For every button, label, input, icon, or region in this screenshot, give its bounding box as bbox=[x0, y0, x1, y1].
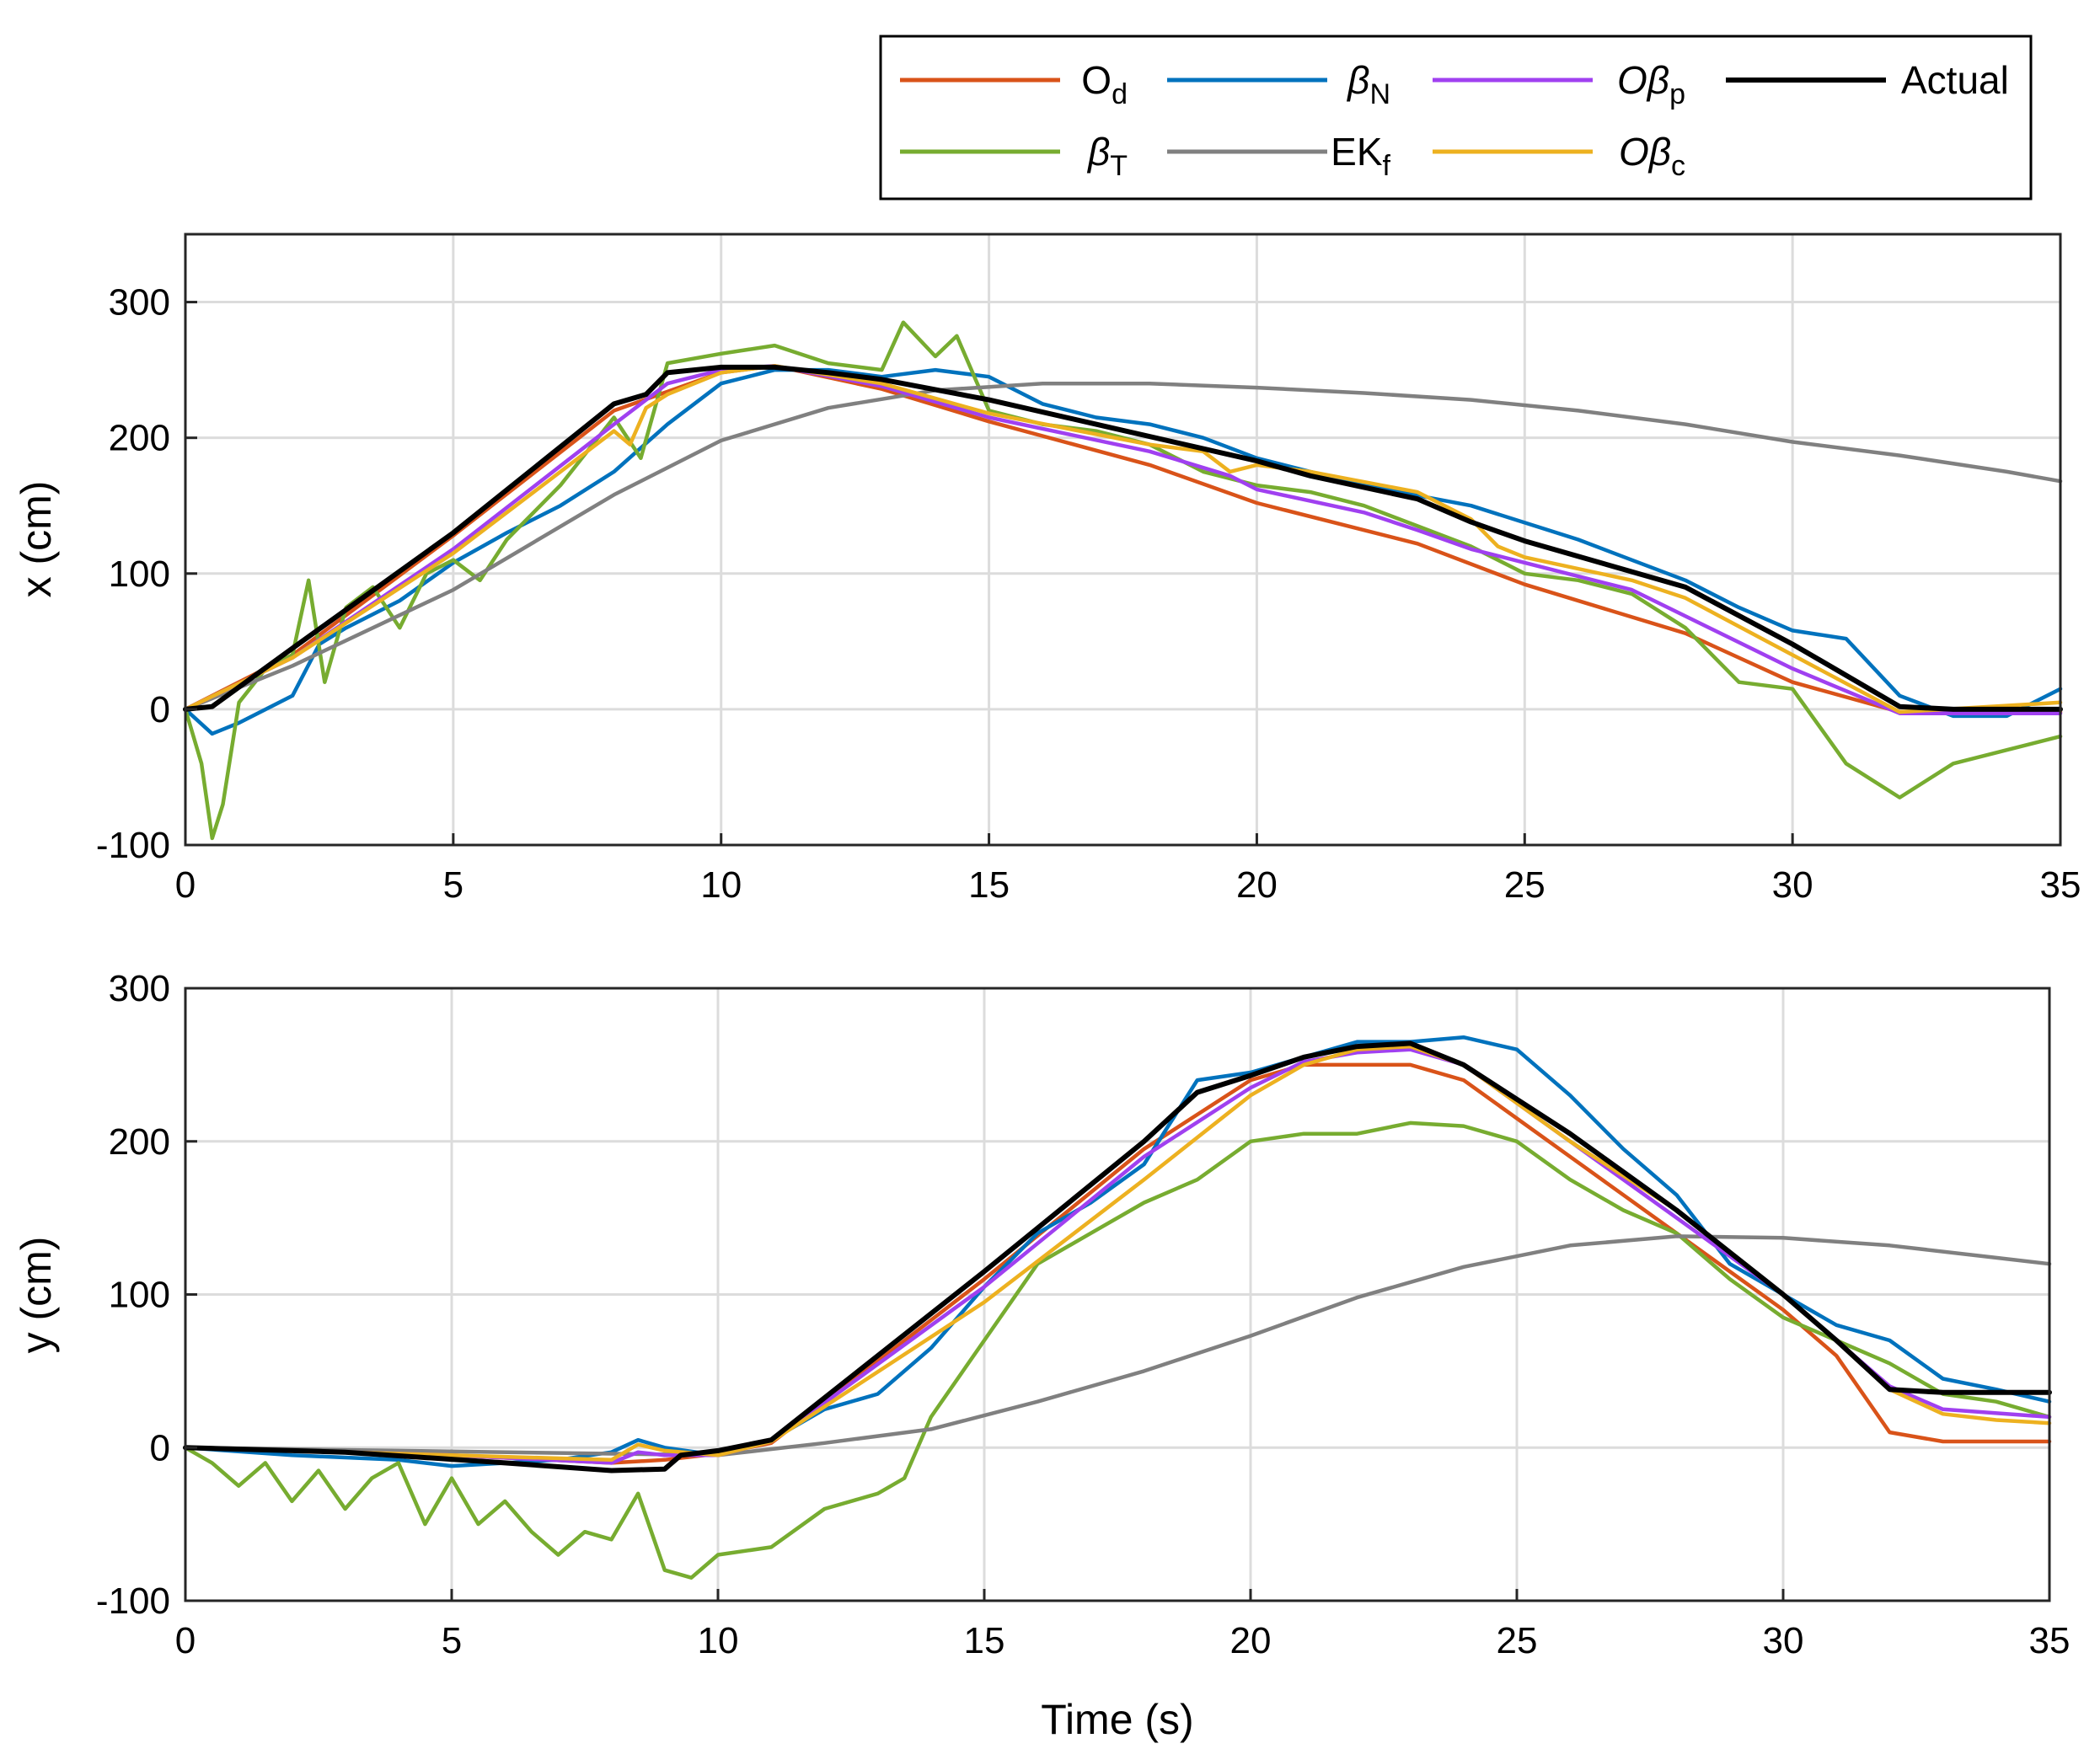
x-axes-ytick-label: 300 bbox=[109, 282, 170, 324]
y-axes-ytick-label: 200 bbox=[109, 1121, 170, 1163]
y-axes-series-Actual bbox=[183, 1040, 2052, 1474]
y-axes-series-βT bbox=[183, 1121, 2052, 1580]
y-axes-ytick-label: 100 bbox=[109, 1275, 170, 1316]
legend-entry-EKf: EKf bbox=[1167, 130, 1391, 182]
y-axes-series-Oβp bbox=[183, 1047, 2052, 1465]
legend-label-base: Actual bbox=[1901, 58, 2009, 102]
x-axes-xtick-label: 15 bbox=[968, 864, 1010, 906]
legend-label-sub: f bbox=[1383, 150, 1391, 182]
y-axes-xtick-label: 15 bbox=[964, 1620, 1005, 1661]
x-axes-ylabel: x (cm) bbox=[13, 481, 60, 598]
y-axes-xtick-label: 10 bbox=[698, 1620, 739, 1661]
x-axes-series bbox=[183, 320, 2063, 841]
y-axes-xtick-label: 25 bbox=[1497, 1620, 1538, 1661]
x-axes-series-Oβc bbox=[183, 364, 2063, 714]
y-axes-grid bbox=[184, 987, 2051, 1602]
y-axes-series-EKf bbox=[183, 1234, 2052, 1458]
x-axes-series-βN bbox=[183, 367, 2063, 736]
x-axes-series-Od bbox=[183, 364, 2063, 714]
legend-label-base: Oβ bbox=[1619, 130, 1671, 174]
legend-entry-Od: Od bbox=[900, 58, 1128, 110]
y-axes-xtick-label: 5 bbox=[442, 1620, 462, 1661]
y-axes-xtick-label: 35 bbox=[2029, 1620, 2071, 1661]
time-axis-label: Time (s) bbox=[1041, 1696, 1193, 1743]
legend-entry-Oβc: Oβc bbox=[1433, 130, 1685, 182]
legend-label-base: β bbox=[1346, 58, 1369, 102]
legend-label-sub: N bbox=[1369, 78, 1390, 110]
y-axes-ytick-label: -100 bbox=[96, 1581, 170, 1622]
y-axes-series-Oβc bbox=[183, 1044, 2052, 1463]
legend-label-base: O bbox=[1081, 58, 1112, 102]
x-axes-xtick-label: 5 bbox=[443, 864, 463, 906]
legend-label-base: β bbox=[1086, 130, 1110, 174]
legend-label-sub: d bbox=[1112, 78, 1128, 110]
legend-label: EKf bbox=[1331, 130, 1390, 182]
x-axes-ytick-label: 0 bbox=[150, 689, 170, 730]
y-axes-series-Od bbox=[183, 1062, 2052, 1465]
y-axes-series-βN bbox=[183, 1035, 2052, 1468]
legend-label: Actual bbox=[1901, 58, 2009, 102]
x-axes-series-EKf bbox=[183, 381, 2063, 712]
x-axes-xtick-label: 10 bbox=[700, 864, 742, 906]
x-axes-series-Oβp bbox=[183, 364, 2063, 715]
legend-label: βN bbox=[1346, 58, 1390, 110]
x-axes-series-βT bbox=[183, 320, 2063, 841]
y-axes-xtick-label: 20 bbox=[1230, 1620, 1272, 1661]
legend-label-sub: T bbox=[1110, 150, 1128, 182]
y-axes-ytick-label: 0 bbox=[150, 1427, 170, 1468]
legend-label: βT bbox=[1086, 130, 1128, 182]
legend-label-sub: c bbox=[1671, 150, 1685, 182]
x-axes-xtick-label: 25 bbox=[1504, 864, 1546, 906]
legend-entry-βT: βT bbox=[900, 130, 1128, 182]
x-axes-xtick-label: 0 bbox=[175, 864, 196, 906]
x-axes-xtick-label: 20 bbox=[1236, 864, 1278, 906]
x-axes-ytick-label: 100 bbox=[109, 554, 170, 595]
x-axes-ytick-label: -100 bbox=[96, 825, 170, 866]
legend-label: Oβc bbox=[1619, 130, 1685, 182]
y-axes-series bbox=[183, 1035, 2052, 1580]
y-axes-ylabel: y (cm) bbox=[13, 1237, 60, 1354]
legend-entry-βN: βN bbox=[1167, 58, 1390, 110]
y-axes-ytick-label: 300 bbox=[109, 968, 170, 1009]
legend-entry-Oβp: Oβp bbox=[1433, 58, 1685, 110]
legend-label: Od bbox=[1081, 58, 1128, 110]
x-axes-ytick-label: 200 bbox=[109, 418, 170, 459]
legend-label-sub: p bbox=[1669, 78, 1685, 110]
x-axes-series-Actual bbox=[183, 364, 2063, 712]
y-axes-xtick-label: 30 bbox=[1763, 1620, 1804, 1661]
legend-label: Oβp bbox=[1617, 58, 1685, 110]
legend-label-base: Oβ bbox=[1617, 58, 1669, 102]
y-axes-xtick-label: 0 bbox=[175, 1620, 196, 1661]
legend-box bbox=[879, 35, 2033, 201]
x-axes-frame bbox=[184, 233, 2062, 847]
legend-label-base: EK bbox=[1331, 130, 1383, 174]
x-axes-xtick-label: 30 bbox=[1772, 864, 1813, 906]
legend-entry-Actual: Actual bbox=[1726, 58, 2009, 102]
x-axes-xtick-label: 35 bbox=[2040, 864, 2081, 906]
